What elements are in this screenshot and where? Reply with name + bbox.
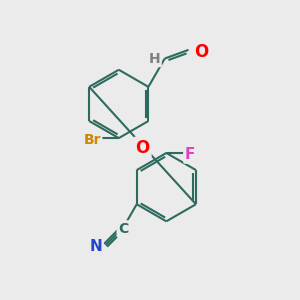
Text: H: H [148,52,160,65]
Text: O: O [135,139,150,157]
Text: Br: Br [83,133,101,147]
Text: N: N [89,239,102,254]
Text: F: F [185,147,195,162]
Text: O: O [194,43,208,61]
Text: C: C [118,222,128,236]
